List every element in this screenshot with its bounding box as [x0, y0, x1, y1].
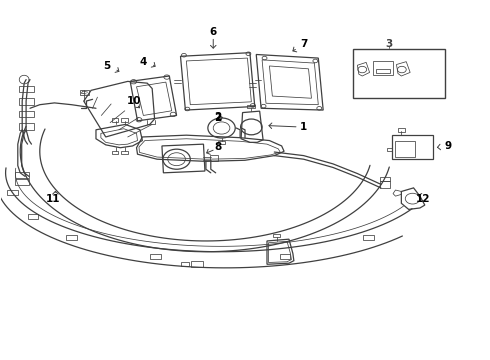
- Bar: [19, 123, 34, 130]
- Bar: [247, 105, 255, 108]
- Bar: [280, 254, 291, 259]
- Bar: [395, 140, 415, 157]
- Bar: [19, 98, 34, 105]
- Text: 6: 6: [210, 27, 217, 37]
- Text: 9: 9: [444, 141, 451, 151]
- Text: 2: 2: [215, 113, 222, 123]
- Bar: [150, 254, 161, 259]
- Bar: [66, 235, 77, 239]
- Bar: [27, 214, 38, 219]
- Text: 3: 3: [386, 39, 393, 49]
- Bar: [112, 118, 119, 122]
- Bar: [218, 140, 225, 144]
- Text: 2: 2: [215, 112, 222, 122]
- Bar: [122, 118, 128, 122]
- Text: 10: 10: [126, 96, 141, 106]
- Bar: [191, 261, 203, 267]
- Bar: [380, 181, 390, 188]
- Bar: [376, 69, 390, 73]
- Bar: [80, 90, 89, 95]
- Text: 4: 4: [140, 57, 147, 67]
- Bar: [181, 262, 189, 266]
- Bar: [112, 151, 119, 154]
- Text: 11: 11: [46, 194, 61, 204]
- Text: 7: 7: [300, 40, 307, 49]
- Bar: [19, 86, 34, 92]
- Bar: [373, 61, 392, 75]
- Text: 5: 5: [103, 61, 111, 71]
- Text: 12: 12: [416, 194, 431, 204]
- Bar: [7, 190, 18, 195]
- Bar: [398, 129, 405, 132]
- Bar: [363, 235, 374, 239]
- Bar: [380, 177, 390, 181]
- Bar: [15, 179, 29, 185]
- Bar: [353, 49, 445, 98]
- Bar: [210, 155, 218, 161]
- Bar: [15, 172, 29, 178]
- Bar: [392, 135, 433, 159]
- Text: 8: 8: [215, 142, 222, 152]
- Bar: [122, 151, 128, 154]
- Bar: [19, 111, 34, 117]
- Bar: [273, 234, 280, 237]
- Text: 1: 1: [300, 122, 307, 132]
